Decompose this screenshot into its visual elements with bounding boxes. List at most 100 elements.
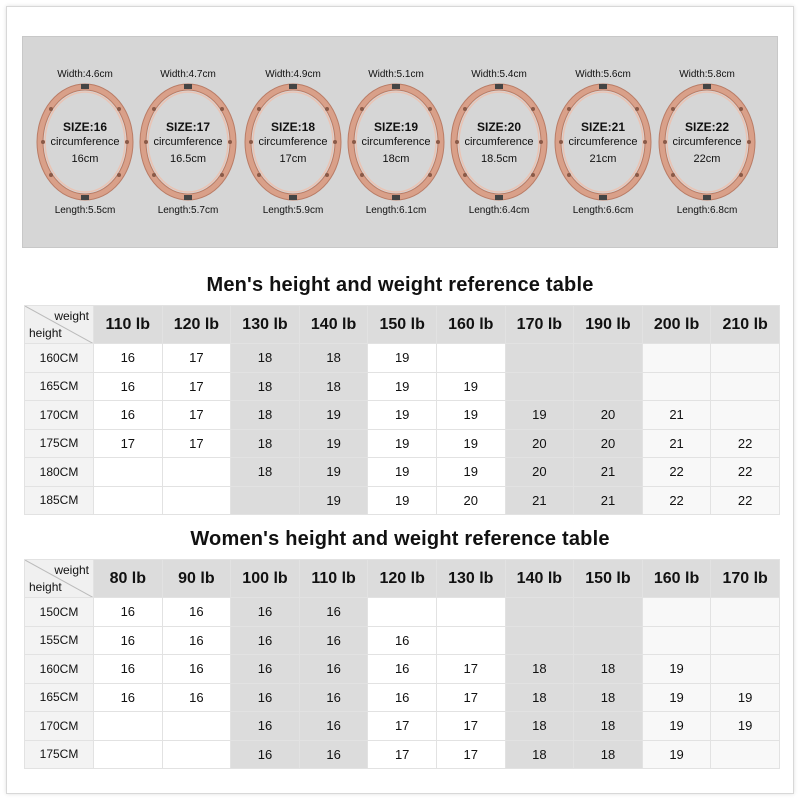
bracelet-width: Width:4.6cm [57, 69, 113, 80]
weight-column-header: 170 lb [504, 305, 575, 344]
bracelet-size-info: SIZE:19 circumference 18cm [344, 119, 448, 168]
size-cell: 18 [504, 654, 575, 684]
size-cell: 16 [230, 654, 300, 684]
size-cell: 22 [710, 485, 780, 515]
size-cell: 20 [504, 457, 575, 487]
circumference-value: 18cm [382, 153, 410, 165]
men-table-title: Men's height and weight reference table [206, 274, 594, 296]
size-cell: 19 [504, 400, 575, 430]
bracelet-width: Width:5.8cm [679, 69, 735, 80]
size-cell [93, 711, 163, 741]
size-cell: 17 [435, 654, 506, 684]
size-cell: 18 [298, 371, 369, 401]
weight-axis-label: weight [54, 563, 89, 577]
size-cell [93, 485, 163, 515]
circumference-label: circumference [361, 136, 431, 148]
bracelet-size-card: Width:4.9cm SIZE:18 circumference 17cm Lengt… [241, 37, 345, 249]
size-cell: 16 [230, 739, 300, 769]
bracelet-size-card: Width:5.6cm SIZE:21 circumference 21cm Lengt… [551, 37, 655, 249]
size-cell: 18 [230, 428, 300, 458]
size-cell: 17 [435, 682, 506, 712]
size-cell: 20 [504, 428, 575, 458]
size-cell [504, 597, 575, 627]
size-cell: 19 [298, 400, 369, 430]
size-cell: 22 [641, 457, 712, 487]
bracelet-icon [244, 83, 342, 201]
size-cell: 17 [161, 400, 232, 430]
weight-column-header: 120 lb [161, 305, 232, 344]
size-cell: 20 [435, 485, 506, 515]
size-cell: 19 [710, 682, 780, 712]
weight-column-header: 120 lb [367, 559, 437, 598]
size-cell: 16 [161, 682, 232, 712]
size-cell: 22 [710, 428, 780, 458]
table-row: 150CM 16 16 16 16 [24, 597, 780, 627]
size-cell [710, 400, 780, 430]
height-row-header: 170CM [24, 400, 94, 430]
size-cell: 16 [298, 654, 369, 684]
size-cell: 19 [641, 739, 712, 769]
bracelet-size-panel: Width:4.6cm SIZE:16 circumference 16cm Lengt… [22, 36, 778, 248]
circumference-value: 16cm [71, 153, 99, 165]
bracelet-size-card: Width:5.4cm SIZE:20 circumference 18.5cm Len… [447, 37, 551, 249]
weight-column-header: 100 lb [230, 559, 300, 598]
circumference-value: 22cm [693, 153, 721, 165]
size-cell: 16 [230, 597, 300, 627]
bracelet-icon [139, 83, 237, 201]
size-cell: 16 [161, 625, 232, 655]
size-cell: 17 [367, 711, 437, 741]
height-row-header: 155CM [24, 625, 94, 655]
size-cell: 16 [93, 597, 163, 627]
size-cell: 19 [367, 428, 437, 458]
table-row: 185CM 19 19 20 21 21 22 22 [24, 485, 780, 515]
size-cell: 18 [504, 711, 575, 741]
size-cell [161, 711, 232, 741]
size-cell [161, 485, 232, 515]
size-cell: 21 [641, 400, 712, 430]
bracelet-size: SIZE:22 [684, 120, 729, 134]
height-row-header: 180CM [24, 457, 94, 487]
weight-column-header: 110 lb [93, 305, 163, 344]
diagonal-divider [25, 560, 93, 597]
size-cell: 19 [298, 485, 369, 515]
table-row: 160CM 16 17 18 18 19 [24, 343, 780, 373]
size-cell: 19 [435, 371, 506, 401]
size-cell [710, 371, 780, 401]
size-cell: 18 [573, 739, 643, 769]
size-cell: 16 [298, 682, 369, 712]
weight-column-header: 160 lb [435, 305, 506, 344]
height-row-header: 160CM [24, 654, 94, 684]
size-cell: 19 [641, 711, 712, 741]
bracelet-length: Length:5.5cm [54, 205, 116, 216]
weight-column-header: 140 lb [504, 559, 575, 598]
bracelet-size: SIZE:16 [62, 120, 107, 134]
size-cell: 19 [641, 654, 712, 684]
weight-column-header: 170 lb [710, 559, 780, 598]
weight-column-header: 210 lb [710, 305, 780, 344]
height-row-header: 165CM [24, 371, 94, 401]
table-row: 175CM 16 16 17 17 18 18 19 [24, 739, 780, 769]
height-row-header: 175CM [24, 428, 94, 458]
size-cell: 18 [573, 711, 643, 741]
size-cell [435, 597, 506, 627]
bracelet-length: Length:5.9cm [262, 205, 324, 216]
women-table-title: Women's height and weight reference tabl… [190, 528, 610, 550]
size-cell: 19 [367, 457, 437, 487]
size-cell [573, 625, 643, 655]
size-cell [641, 625, 712, 655]
size-cell: 16 [93, 400, 163, 430]
size-cell: 19 [298, 457, 369, 487]
size-cell: 16 [93, 682, 163, 712]
table-corner-header: weight height [24, 559, 94, 598]
bracelet-size-card: Width:5.1cm SIZE:19 circumference 18cm Lengt… [344, 37, 448, 249]
size-cell [573, 597, 643, 627]
bracelet-length: Length:5.7cm [157, 205, 219, 216]
size-cell: 18 [504, 739, 575, 769]
bracelet-size-info: SIZE:18 circumference 17cm [241, 119, 345, 168]
size-cell: 21 [641, 428, 712, 458]
size-cell: 17 [435, 739, 506, 769]
bracelet-length: Length:6.8cm [676, 205, 738, 216]
size-cell: 16 [93, 343, 163, 373]
height-row-header: 170CM [24, 711, 94, 741]
bracelet-width: Width:4.9cm [265, 69, 321, 80]
